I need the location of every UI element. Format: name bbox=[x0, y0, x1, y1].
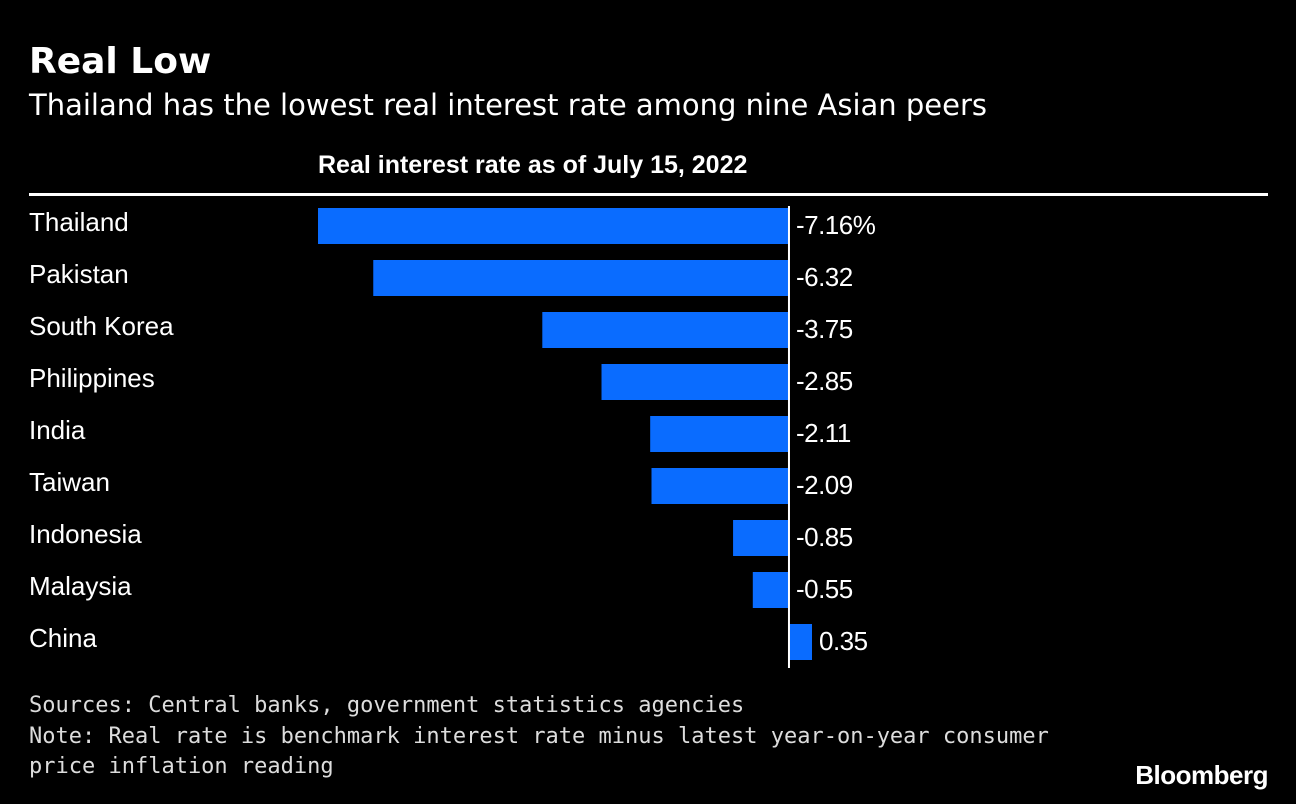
value-label: -0.55 bbox=[796, 574, 853, 604]
sources-note: Sources: Central banks, government stati… bbox=[29, 693, 745, 718]
value-label: -2.11 bbox=[796, 418, 851, 448]
category-label: Philippines bbox=[29, 363, 155, 393]
value-label: -0.85 bbox=[796, 522, 853, 552]
bar bbox=[318, 208, 789, 244]
value-label: -3.75 bbox=[796, 314, 853, 344]
value-label: -2.09 bbox=[796, 470, 853, 500]
bar bbox=[651, 468, 789, 504]
bar bbox=[788, 624, 812, 660]
bloomberg-logo: Bloomberg bbox=[1135, 760, 1268, 790]
value-label: 0.35 bbox=[819, 626, 868, 656]
chart-title: Real Low bbox=[29, 41, 212, 82]
value-label: -2.85 bbox=[796, 366, 853, 396]
bar bbox=[373, 260, 789, 296]
bar bbox=[542, 312, 789, 348]
note-line-2: price inflation reading bbox=[29, 754, 334, 779]
bar bbox=[601, 364, 789, 400]
chart-subtitle: Thailand has the lowest real interest ra… bbox=[29, 88, 988, 122]
category-label: Taiwan bbox=[29, 467, 110, 497]
category-label: Indonesia bbox=[29, 519, 142, 549]
category-label: India bbox=[29, 415, 86, 445]
bar bbox=[752, 572, 789, 608]
bar bbox=[733, 520, 789, 556]
bar bbox=[650, 416, 789, 452]
value-label: -7.16% bbox=[796, 210, 876, 240]
category-label: China bbox=[29, 623, 97, 653]
category-label: Pakistan bbox=[29, 259, 129, 289]
category-label: Malaysia bbox=[29, 571, 132, 601]
note-line-1: Note: Real rate is benchmark interest ra… bbox=[29, 724, 1049, 749]
value-label: -6.32 bbox=[796, 262, 853, 292]
header-rule bbox=[29, 193, 1268, 196]
chart-heading: Real interest rate as of July 15, 2022 bbox=[318, 151, 748, 179]
category-label: South Korea bbox=[29, 311, 174, 341]
category-label: Thailand bbox=[29, 207, 129, 237]
